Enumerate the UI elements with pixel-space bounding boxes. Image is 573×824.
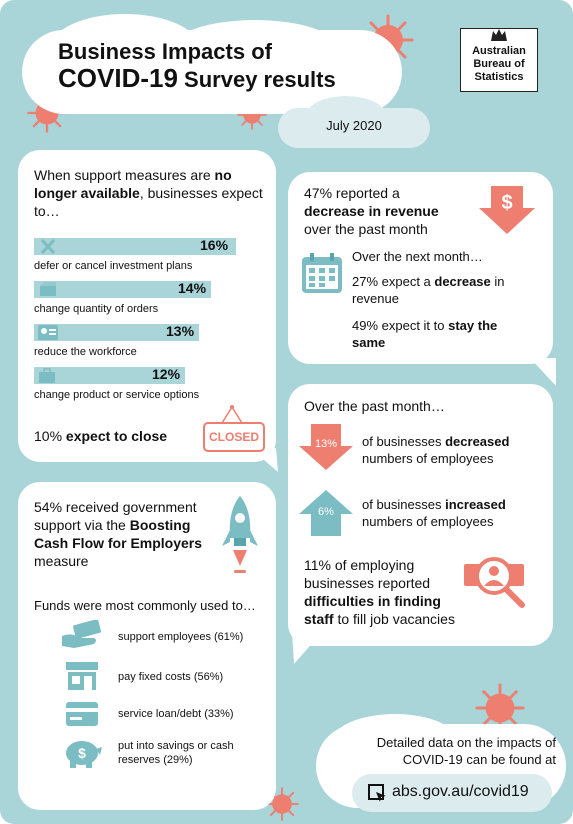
magnifier-person-icon (464, 557, 525, 608)
bar-reduce-workforce (34, 324, 199, 341)
closed-sign: CLOSED (203, 422, 265, 452)
bar-label: change product or service options (34, 389, 200, 401)
increase-arrow-icon: 6% (297, 488, 355, 536)
report-date: July 2020 (326, 118, 382, 133)
funds-heading: Funds were most commonly used to… (34, 598, 256, 613)
piggy-bank-icon: $ (66, 741, 102, 768)
website-url: abs.gov.au/covid19 (392, 783, 529, 800)
bar-value: 14% (178, 280, 207, 296)
expect-close-text: 10% expect to close (34, 428, 168, 444)
shopping-bag-icon (39, 368, 55, 383)
fund-use-label: put into savings or cash reserves (29%) (118, 740, 234, 766)
support-intro: When support measures are no longer avai… (34, 167, 263, 219)
fund-use-label: support employees (61%) (118, 631, 244, 643)
box-icon (40, 282, 56, 296)
bar-label: reduce the workforce (34, 346, 137, 358)
revenue-heading: 47% reported a decrease in revenue over … (304, 185, 439, 237)
employees-heading: Over the past month… (304, 398, 445, 414)
sign-hanger-icon (221, 405, 243, 424)
bar-value: 12% (152, 366, 181, 382)
footer-text: Detailed data on the impacts of COVID-19… (376, 735, 556, 767)
fund-use-label: service loan/debt (33%) (118, 708, 234, 720)
next-month-heading: Over the next month… (352, 249, 483, 264)
decrease-percent: 13% (314, 438, 338, 450)
cash-hand-icon (62, 620, 101, 648)
virus-icon (265, 787, 299, 821)
abs-logo: Australian Bureau of Statistics (460, 28, 538, 92)
dollar-sign: $ (501, 192, 513, 214)
cross-icon (40, 238, 56, 255)
bar-change-orders (34, 281, 211, 298)
fund-use-label: pay fixed costs (56%) (118, 671, 224, 683)
bar-change-product (34, 367, 185, 384)
bar-label: change quantity of orders (34, 303, 159, 315)
rocket-icon (222, 496, 258, 573)
bar-value: 16% (200, 237, 229, 253)
increased-text: of businesses increased numbers of employ… (362, 497, 506, 529)
expect-decrease-text: 27% expect a decrease in revenue (352, 274, 505, 306)
cash-flow-text: 54% received government support via the … (34, 499, 203, 569)
bar-defer-investment (34, 238, 236, 255)
virus-icon (475, 683, 525, 733)
calendar-icon (302, 253, 342, 293)
shopfront-icon (66, 662, 98, 690)
decreased-text: of businesses decreased numbers of employ… (362, 434, 510, 466)
svg-text:$: $ (78, 745, 86, 761)
decrease-arrow-icon: 13% (297, 424, 355, 472)
id-card-icon (38, 325, 58, 340)
bar-value: 13% (166, 323, 195, 339)
bar-label: defer or cancel investment plans (34, 260, 193, 272)
staff-difficulty-text: 11% of employing businesses reported dif… (304, 557, 455, 627)
revenue-down-arrow-icon: $ (477, 186, 537, 236)
stay-same-text: 49% expect it to stay the same (352, 318, 498, 350)
website-link[interactable]: abs.gov.au/covid19 (352, 774, 552, 812)
cursor-window-icon (368, 784, 386, 802)
coat-of-arms-icon (491, 29, 507, 41)
increase-percent: 6% (318, 506, 334, 518)
credit-card-icon (66, 702, 98, 726)
page-title: Business Impacts of COVID-19 Survey resu… (58, 39, 336, 93)
